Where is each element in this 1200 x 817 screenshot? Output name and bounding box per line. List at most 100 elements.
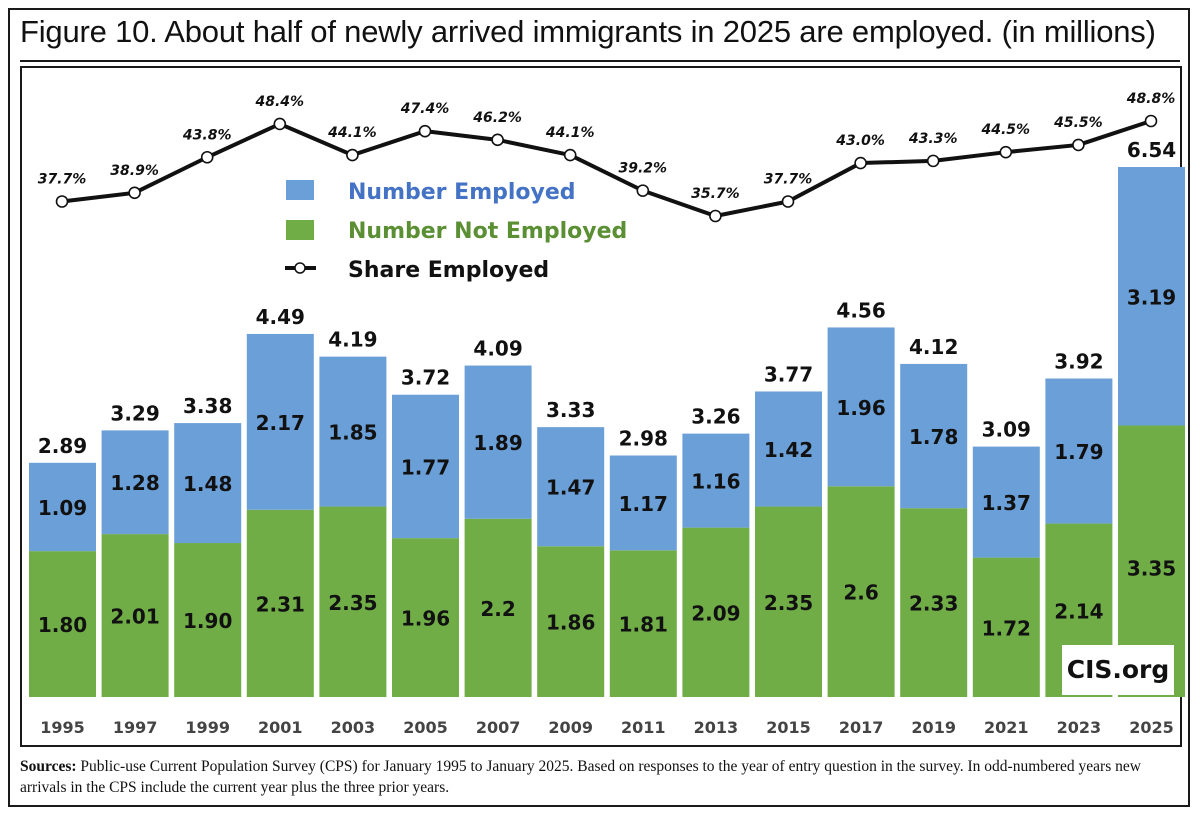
share-point-2015 [781, 195, 795, 208]
x-tick-2001: 2001 [258, 718, 303, 737]
bar-not-employed-1997 [101, 534, 169, 697]
share-point-2001 [273, 117, 287, 131]
label-employed-1995: 1.09 [38, 496, 87, 520]
bar-employed-2015 [755, 391, 822, 507]
bar-employed-2009 [537, 427, 605, 547]
share-point-1995 [55, 195, 69, 208]
label-employed-2023: 1.79 [1054, 440, 1103, 464]
x-tick-2009: 2009 [548, 718, 593, 737]
label-total-2005: 3.72 [401, 366, 450, 390]
legend-marker-sample [294, 262, 306, 274]
label-employed-2021: 1.37 [982, 491, 1031, 515]
bar-not-employed-2003 [319, 506, 387, 697]
sources-text: Public-use Current Population Survey (CP… [20, 758, 1141, 796]
label-employed-2015: 1.42 [764, 438, 813, 462]
bar-not-employed-2001 [246, 509, 314, 697]
share-point-2021 [999, 145, 1013, 159]
bar-not-employed-2009 [537, 546, 605, 697]
legend: Number Employed Number Not Employed Shar… [285, 180, 627, 283]
label-not-employed-2005: 1.96 [401, 607, 450, 631]
bar-employed-2001 [246, 333, 314, 510]
x-tick-2015: 2015 [766, 718, 811, 737]
share-label-1997: 38.9% [110, 163, 159, 179]
share-label-2021: 44.5% [981, 122, 1031, 138]
label-total-2021: 3.09 [982, 418, 1031, 442]
share-label-1995: 37.7% [38, 171, 87, 187]
share-label-2025: 48.8% [1126, 91, 1176, 107]
label-employed-1999: 1.48 [183, 472, 232, 496]
label-total-2007: 4.09 [473, 337, 522, 361]
bar-employed-1995 [29, 462, 96, 552]
share-point-1997 [128, 186, 141, 200]
share-label-2005: 47.4% [400, 101, 450, 117]
label-not-employed-1999: 1.90 [183, 609, 232, 633]
bar-not-employed-2021 [972, 557, 1040, 697]
label-employed-1997: 1.28 [110, 471, 159, 495]
share-label-2007: 46.2% [472, 110, 522, 126]
label-not-employed-2025: 3.35 [1127, 557, 1176, 581]
label-total-2023: 3.92 [1054, 350, 1103, 374]
x-tick-1997: 1997 [113, 718, 158, 737]
bar-employed-2003 [319, 356, 387, 507]
share-label-2001: 48.4% [255, 94, 305, 110]
legend-label-employed: Number Employed [348, 180, 576, 205]
legend-swatch-employed [286, 180, 314, 200]
share-label-2023: 45.5% [1053, 115, 1103, 131]
x-tick-2021: 2021 [984, 718, 1029, 737]
share-label-1999: 43.8% [182, 127, 232, 143]
share-point-2005 [418, 124, 432, 138]
label-employed-2025: 3.19 [1127, 285, 1176, 309]
share-label-2019: 43.3% [908, 131, 958, 147]
sources-label: Sources: [20, 758, 77, 775]
x-tick-1995: 1995 [40, 718, 85, 737]
label-total-2015: 3.77 [764, 362, 813, 386]
x-tick-2025: 2025 [1129, 718, 1174, 737]
share-label-2013: 35.7% [691, 186, 740, 202]
share-label-2009: 44.1% [545, 125, 595, 141]
x-tick-2011: 2011 [621, 718, 666, 737]
share-label-2003: 44.1% [327, 125, 377, 141]
bar-not-employed-2015 [755, 506, 822, 697]
title-divider [20, 60, 1180, 62]
x-tick-2003: 2003 [331, 718, 376, 737]
watermark-box [1062, 645, 1174, 695]
label-total-2001: 4.49 [256, 305, 305, 329]
share-label-2011: 39.2% [619, 161, 668, 177]
label-total-2009: 3.33 [546, 398, 595, 422]
bar-not-employed-2011 [609, 550, 677, 697]
bar-not-employed-2019 [900, 508, 968, 697]
x-tick-2007: 2007 [476, 718, 521, 737]
share-point-2025 [1144, 114, 1158, 128]
label-employed-2009: 1.47 [546, 476, 595, 500]
bar-not-employed-2005 [392, 538, 459, 697]
label-total-2025: 6.54 [1127, 138, 1176, 162]
share-point-2011 [636, 184, 650, 197]
label-total-1995: 2.89 [38, 434, 87, 458]
bar-employed-1997 [101, 430, 169, 535]
figure-frame [8, 8, 1190, 807]
label-employed-2001: 2.17 [256, 411, 305, 435]
label-not-employed-1997: 2.01 [110, 605, 159, 629]
label-total-2011: 2.98 [619, 427, 668, 451]
label-employed-2019: 1.78 [909, 425, 958, 449]
share-line-layer: 37.7% 38.9% 43.8% 48.4% 44.1% 47.4% 46.2% 44.1%… [38, 91, 1176, 223]
bar-employed-2025 [1118, 167, 1185, 426]
x-tick-2023: 2023 [1057, 718, 1102, 737]
label-not-employed-2017: 2.6 [843, 581, 878, 605]
label-employed-2017: 1.96 [836, 396, 885, 420]
label-not-employed-2007: 2.2 [480, 597, 515, 621]
share-point-1999 [200, 150, 214, 164]
x-tick-2013: 2013 [694, 718, 739, 737]
label-employed-2013: 1.16 [691, 470, 740, 494]
x-tick-2019: 2019 [911, 718, 956, 737]
share-point-2017 [854, 156, 867, 170]
watermark-logo: CIS.org [1066, 655, 1170, 684]
share-point-2007 [491, 133, 504, 147]
label-not-employed-2001: 2.31 [256, 592, 305, 616]
sources-note: Sources: Public-use Current Population S… [20, 756, 1180, 798]
x-tick-2017: 2017 [839, 718, 884, 737]
share-point-2003 [346, 148, 359, 162]
label-total-2013: 3.26 [691, 405, 740, 429]
label-total-1997: 3.29 [110, 401, 159, 425]
